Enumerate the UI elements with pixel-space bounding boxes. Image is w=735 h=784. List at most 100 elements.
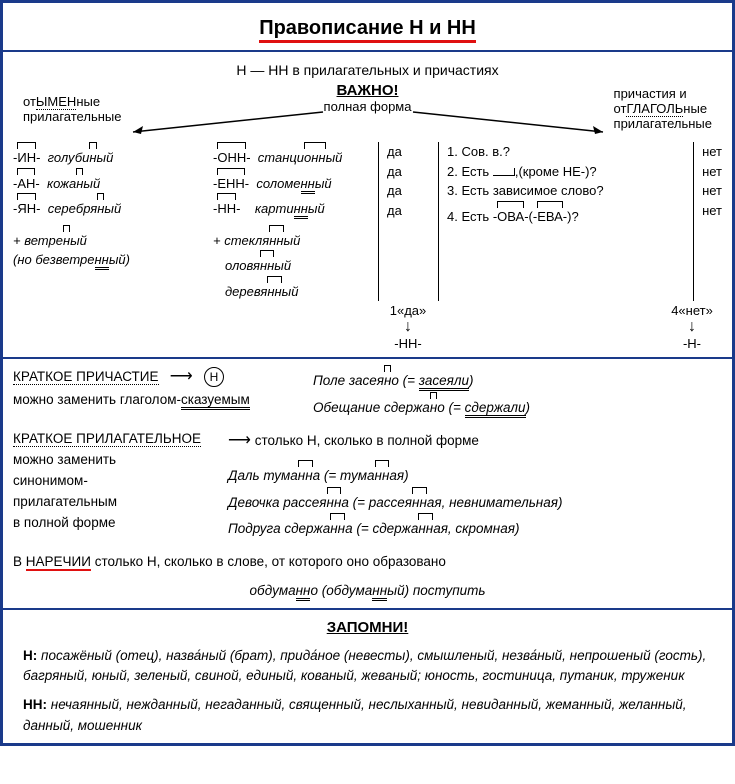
suffix-in: ИН	[17, 142, 36, 168]
left-label-1-pre: от	[23, 94, 36, 109]
section1-heading: Н — НН в прилагательных и причастиях	[13, 58, 722, 82]
short-adjective-block: КРАТКОЕ ПРИЛАГАТЕЛЬНОЕ можно заменить си…	[13, 429, 722, 541]
diagram-frame: Правописание Н и НН Н — НН в прилагатель…	[0, 0, 735, 746]
right-arrow-icon: ⟶	[228, 432, 251, 449]
right-label-1: причастия и	[614, 86, 712, 101]
kp-left: КРАТКОЕ ПРИЧАСТИЕ ⟶ Н можно заменить гла…	[13, 365, 313, 411]
title-section: Правописание Н и НН	[3, 3, 732, 52]
exc-bezvetrennyj: (но безветренный)	[13, 250, 213, 270]
kpr-sub4: в полной форме	[13, 513, 228, 534]
q2: 2. Есть ,(кроме НЕ-)?	[447, 162, 693, 182]
word-kozhanyj: кожаный	[47, 176, 100, 191]
kpr-sub2: синонимом-	[13, 471, 228, 492]
result-n: -Н-	[662, 336, 722, 351]
row-in: -ИН- голубиный	[13, 142, 213, 168]
kpr-sub3: прилагательным	[13, 492, 228, 513]
right-branch-label: причастия и отГЛАГОЛЬные прилагательные	[614, 86, 712, 131]
q1: 1. Сов. в.?	[447, 142, 693, 162]
section-full-forms: Н — НН в прилагательных и причастиях ВАЖ…	[3, 52, 732, 359]
narechii-label: НАРЕЧИИ	[26, 554, 91, 571]
word-solomennyj: соломенный	[256, 176, 331, 194]
main-grid: -ИН- голубиный -АН- кожаный -ЯН- серебря…	[13, 142, 722, 301]
n-list: посажёный (отец), назва́ный (брат), прид…	[23, 648, 706, 684]
kpr-right: ⟶ столько Н, сколько в полной форме Даль…	[228, 429, 562, 541]
net-1: нет	[702, 142, 722, 162]
da-4: да	[387, 201, 438, 221]
word-kartinnyj: картинный	[255, 201, 325, 219]
q3: 3. Есть зависимое слово?	[447, 181, 693, 201]
ex-devochka: Девочка рассеянна (= рассеянная, невнима…	[228, 487, 562, 514]
four-net: 4«нет»	[662, 303, 722, 318]
branch-header: ВАЖНО! полная форма отЫМЕНные прилагател…	[13, 82, 722, 142]
suffix-onn: ОНН	[217, 142, 246, 168]
exc-olovyannyj: оловянный	[213, 250, 378, 276]
net-4: нет	[702, 201, 722, 221]
row-onn: -ОНН- станционный	[213, 142, 378, 168]
suffix-an: АН	[17, 168, 35, 194]
suffix-enn: ЕНН	[217, 168, 244, 194]
exc-vetrenyj: + ветреный	[13, 225, 213, 251]
kpr-sub1: можно заменить	[13, 450, 228, 471]
col-in-an-yan: -ИН- голубиный -АН- кожаный -ЯН- серебря…	[13, 142, 213, 301]
right-label-2-post: ные	[683, 101, 707, 116]
adverb-example: обдуманно (обдуманный) поступить	[13, 581, 722, 602]
left-label-1-post: ные	[76, 94, 100, 109]
bottom-arrows-row: 1«да» ↓ -НН- 4«нет» ↓ -Н-	[13, 303, 722, 351]
da-2: да	[387, 162, 438, 182]
row-yan: -ЯН- серебряный	[13, 193, 213, 219]
da-3: да	[387, 181, 438, 201]
suffix-nn: НН	[217, 193, 236, 219]
exc-derevyannyj: деревянный	[213, 276, 378, 302]
remember-nn: НН: нечаянный, нежданный, негаданный, св…	[13, 695, 722, 737]
kpr-rule-row: ⟶ столько Н, сколько в полной форме	[228, 429, 562, 454]
down-arrow-icon: ↓	[662, 318, 722, 336]
result-nn: -НН-	[378, 336, 438, 351]
row-nn: -НН- картинный	[213, 193, 378, 219]
ex-pole: Поле засеяно (= засеяли)	[313, 365, 530, 392]
col-net: нет нет нет нет	[693, 142, 722, 301]
col-onn-enn-nn: -ОНН- станционный -ЕНН- соломенный -НН- …	[213, 142, 378, 301]
left-label-2: прилагательные	[23, 109, 121, 124]
kp-examples: Поле засеяно (= засеяли) Обещание сдержа…	[313, 365, 530, 419]
nn-label: НН:	[23, 697, 47, 712]
word-serebryanyj: серебряный	[48, 201, 121, 216]
one-da-block: 1«да» ↓ -НН-	[378, 303, 438, 351]
one-da: 1«да»	[378, 303, 438, 318]
short-participle-block: КРАТКОЕ ПРИЧАСТИЕ ⟶ Н можно заменить гла…	[13, 365, 722, 419]
four-net-block: 4«нет» ↓ -Н-	[662, 303, 722, 351]
main-title: Правописание Н и НН	[13, 9, 722, 44]
kpr-left: КРАТКОЕ ПРИЛАГАТЕЛЬНОЕ можно заменить си…	[13, 429, 228, 534]
section-remember: ЗАПОМНИ! Н: посажёный (отец), назва́ный …	[3, 610, 732, 743]
row-enn: -ЕНН- соломенный	[213, 168, 378, 194]
da-1: да	[387, 142, 438, 162]
row-an: -АН- кожаный	[13, 168, 213, 194]
left-branch-label: отЫМЕНные прилагательные	[23, 94, 121, 124]
right-label-2-pre: от	[614, 101, 627, 116]
word-golubinyj: голубиный	[48, 150, 114, 165]
net-3: нет	[702, 181, 722, 201]
kp-title: КРАТКОЕ ПРИЧАСТИЕ	[13, 369, 159, 385]
questions-list: 1. Сов. в.? 2. Есть ,(кроме НЕ-)? 3. Ест…	[447, 142, 693, 301]
down-arrow-icon: ↓	[378, 318, 438, 336]
ex-dal: Даль туманна (= туманная)	[228, 460, 562, 487]
col-da: да да да да	[378, 142, 438, 301]
left-label-1-mid: ЫМЕН	[36, 94, 76, 110]
ex-podruga: Подруга сдержанна (= сдержанная, скромна…	[228, 513, 562, 540]
kp-sub: можно заменить глаголом-сказуемым	[13, 390, 313, 411]
net-2: нет	[702, 162, 722, 182]
kpr-title-row: КРАТКОЕ ПРИЛАГАТЕЛЬНОЕ	[13, 429, 228, 450]
n-label: Н:	[23, 648, 37, 663]
kpr-title: КРАТКОЕ ПРИЛАГАТЕЛЬНОЕ	[13, 431, 201, 447]
right-label-2-mid: ГЛАГОЛЬ	[626, 101, 683, 117]
nn-list: нечаянный, нежданный, негаданный, священ…	[23, 697, 687, 733]
adverb-rule: В НАРЕЧИИ столько Н, сколько в слове, от…	[13, 552, 722, 573]
ex-obeshchanie: Обещание сдержано (= сдержали)	[313, 392, 530, 419]
right-arrow-icon: ⟶	[170, 368, 193, 385]
remember-n: Н: посажёный (отец), назва́ный (брат), п…	[13, 646, 722, 696]
q4: 4. Есть -ОВА-(-ЕВА-)?	[447, 201, 693, 227]
remember-title: ЗАПОМНИ!	[13, 616, 722, 639]
prefix-icon	[493, 168, 515, 176]
col-questions: 1. Сов. в.? 2. Есть ,(кроме НЕ-)? 3. Ест…	[438, 142, 722, 301]
suffix-yan: ЯН	[17, 193, 36, 219]
kp-title-row: КРАТКОЕ ПРИЧАСТИЕ ⟶ Н	[13, 365, 313, 390]
